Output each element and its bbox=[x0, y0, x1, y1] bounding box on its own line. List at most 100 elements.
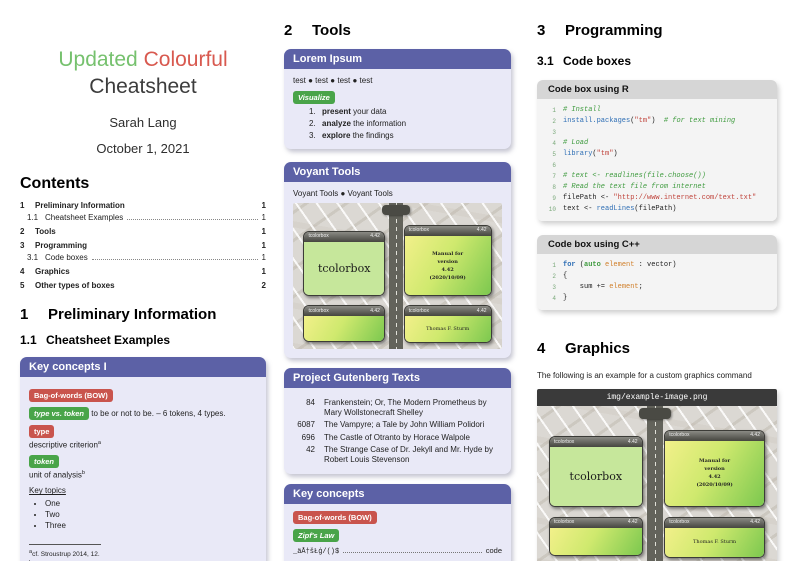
section-title: Programming bbox=[565, 22, 663, 39]
badge-visualize: Visualize bbox=[293, 91, 335, 104]
badge-line: type bbox=[29, 425, 257, 438]
subsection-number: 1.1 bbox=[20, 333, 37, 347]
demo-box-body: Thomas F. Sturm bbox=[665, 527, 764, 557]
badge-line: Bag-of-words (BOW) bbox=[293, 511, 502, 524]
author-name: Sarah Lang bbox=[109, 115, 177, 130]
toc-entry-label: Cheatsheet Examples bbox=[45, 213, 124, 222]
toc-entry-1-1: 1.1 Cheatsheet Examples 1 bbox=[20, 213, 266, 222]
toc-entry-label: Preliminary Information bbox=[35, 201, 125, 210]
footnote-marker: b bbox=[81, 469, 85, 476]
toc-entry-number: 3.1 bbox=[27, 253, 39, 262]
term-meaning: code bbox=[485, 546, 502, 555]
book-title: Frankenstein; Or, The Modern Prometheus … bbox=[324, 397, 487, 417]
badge-type-vs-token: type vs. token bbox=[29, 407, 90, 420]
demo-box-header-right: 4.42 bbox=[476, 227, 487, 234]
demo-box-author: tcolorbox 4.42 Thomas F. Sturm bbox=[403, 305, 492, 344]
code-term: _äÅ†šŁģ/()$ bbox=[293, 548, 340, 556]
footnote-rule bbox=[29, 544, 101, 546]
section-heading-tools: 2 Tools bbox=[284, 22, 511, 39]
item-text: present your data bbox=[322, 107, 387, 116]
book-id: 696 bbox=[301, 432, 315, 442]
demo-box-header: tcolorbox 4.42 bbox=[665, 517, 764, 528]
demo-box-body bbox=[304, 316, 384, 341]
box-title: Voyant Tools bbox=[284, 162, 511, 182]
key-concepts-2-box: Key concepts Bag-of-words (BOW) Zipf's L… bbox=[284, 484, 511, 561]
book-id: 6087 bbox=[297, 420, 315, 429]
demo-box-header-left: tcolorbox bbox=[308, 233, 329, 240]
token-definition-line: unit of analysisb bbox=[29, 470, 257, 480]
toc-entry-number: 1 bbox=[20, 201, 25, 210]
cpp-code-listing: 1 for (auto element : vector) 2{3 sum += … bbox=[537, 254, 777, 310]
dotted-leader bbox=[343, 547, 482, 553]
demo-box-header: tcolorbox 4.42 bbox=[404, 225, 491, 236]
type-token-example-text: to be or not to be. – 6 tokens, 4 types. bbox=[91, 409, 226, 418]
manual-version-text: Manual for version 4.42 (2020/10/09) bbox=[696, 458, 733, 489]
demo-box-manual: tcolorbox 4.42 Manual for version 4.42 (… bbox=[403, 224, 492, 297]
column-left: Updated Colourful Cheatsheet Sarah Lang … bbox=[20, 0, 266, 561]
road-cap bbox=[639, 408, 672, 419]
demo-box-header: tcolorbox 4.42 bbox=[304, 306, 384, 317]
demo-box-header-left: tcolorbox bbox=[669, 519, 690, 526]
section-title: Tools bbox=[312, 22, 351, 39]
footnote-a: acf. Stroustrup 2014, 12. bbox=[29, 548, 257, 559]
contents-heading: Contents bbox=[20, 175, 90, 192]
section-heading-preliminary-information: 1 Preliminary Information bbox=[20, 306, 266, 323]
subsection-number: 3.1 bbox=[537, 54, 554, 68]
demo-box-body: Manual for version 4.42 (2020/10/09) bbox=[404, 235, 491, 296]
toc-entry-page: 2 bbox=[261, 281, 266, 290]
badge-type: type bbox=[29, 425, 55, 438]
toc-entry-page: 1 bbox=[261, 253, 266, 262]
subsection-title: Code boxes bbox=[563, 54, 632, 68]
demo-box-header-right: 4.42 bbox=[627, 519, 638, 526]
section-heading-programming: 3 Programming bbox=[537, 22, 777, 39]
table-of-contents: 1 Preliminary Information 1 1.1 Cheatshe… bbox=[20, 201, 266, 290]
key-topics-label: Key topics bbox=[29, 486, 66, 496]
section-title: Graphics bbox=[565, 340, 631, 357]
demo-box-body: Thomas F. Sturm bbox=[404, 316, 491, 343]
demo-box-header-left: tcolorbox bbox=[408, 307, 430, 314]
toc-entry-1: 1 Preliminary Information 1 bbox=[20, 201, 266, 210]
toc-entry-page: 1 bbox=[261, 227, 266, 236]
section-heading-graphics: 4 Graphics bbox=[537, 340, 777, 357]
tcolorbox-example-image: tcolorbox 4.42 tcolorbox tcolorbox 4.42 … bbox=[293, 203, 502, 349]
demo-box-header: tcolorbox 4.42 bbox=[304, 231, 384, 242]
subsection-heading-cheatsheet-examples: 1.1 Cheatsheet Examples bbox=[20, 333, 266, 347]
badge-token: token bbox=[29, 454, 60, 468]
box-title: Key concepts bbox=[284, 484, 511, 504]
demo-box-header: tcolorbox 4.42 bbox=[550, 517, 642, 528]
item-number: 3. bbox=[309, 131, 316, 140]
demo-box-header-right: 4.42 bbox=[750, 432, 760, 439]
toc-entry-4: 4 Graphics 1 bbox=[20, 267, 266, 276]
section-number: 4 bbox=[537, 340, 546, 357]
voyant-tools-box: Voyant Tools Voyant Tools ● Voyant Tools… bbox=[284, 162, 511, 358]
box-title: Key concepts I bbox=[20, 357, 266, 377]
toc-leader bbox=[60, 227, 258, 234]
key-concepts-1-box: Key concepts I Bag-of-words (BOW) type v… bbox=[20, 357, 266, 561]
demo-box-header-left: tcolorbox bbox=[554, 438, 575, 445]
book-id: 84 bbox=[306, 397, 315, 407]
title-word-colourful: Colourful bbox=[143, 48, 228, 71]
toc-entry-number: 4 bbox=[20, 267, 25, 276]
footnote-marker: a bbox=[29, 549, 33, 556]
box-title: Project Gutenberg Texts bbox=[284, 368, 511, 388]
badge-zipfs-law: Zipf's Law bbox=[293, 529, 340, 542]
voyant-bullet-line: Voyant Tools ● Voyant Tools bbox=[293, 189, 393, 198]
demo-box-header-right: 4.42 bbox=[476, 307, 487, 314]
toc-entry-label: Programming bbox=[35, 241, 88, 250]
image-filename-bar: img/example-image.png bbox=[537, 389, 777, 406]
demo-box-header-left: tcolorbox bbox=[669, 432, 690, 439]
demo-box-empty: tcolorbox 4.42 bbox=[303, 305, 385, 342]
section-number: 3 bbox=[537, 22, 546, 39]
demo-box-tcolorbox-logo: tcolorbox 4.42 tcolorbox bbox=[549, 436, 643, 508]
toc-leader bbox=[91, 253, 258, 260]
type-token-line: type vs. token to be or not to be. – 6 t… bbox=[29, 407, 257, 420]
example-image-frame: img/example-image.png tcolorbox 4.42 tco… bbox=[537, 389, 777, 561]
lorem-ipsum-box: Lorem Ipsum test ● test ● test ● test Vi… bbox=[284, 49, 511, 149]
book-title: The Strange Case of Dr. Jekyll and Mr. H… bbox=[324, 445, 493, 464]
toc-leader bbox=[91, 241, 258, 248]
toc-leader bbox=[129, 201, 258, 208]
footnote-text: cf. Stroustrup 2014, 12. bbox=[32, 551, 100, 559]
demo-box-body bbox=[550, 527, 642, 556]
item-text: analyze the information bbox=[322, 119, 407, 128]
box-body: 84 Frankenstein; Or, The Modern Promethe… bbox=[284, 388, 511, 474]
